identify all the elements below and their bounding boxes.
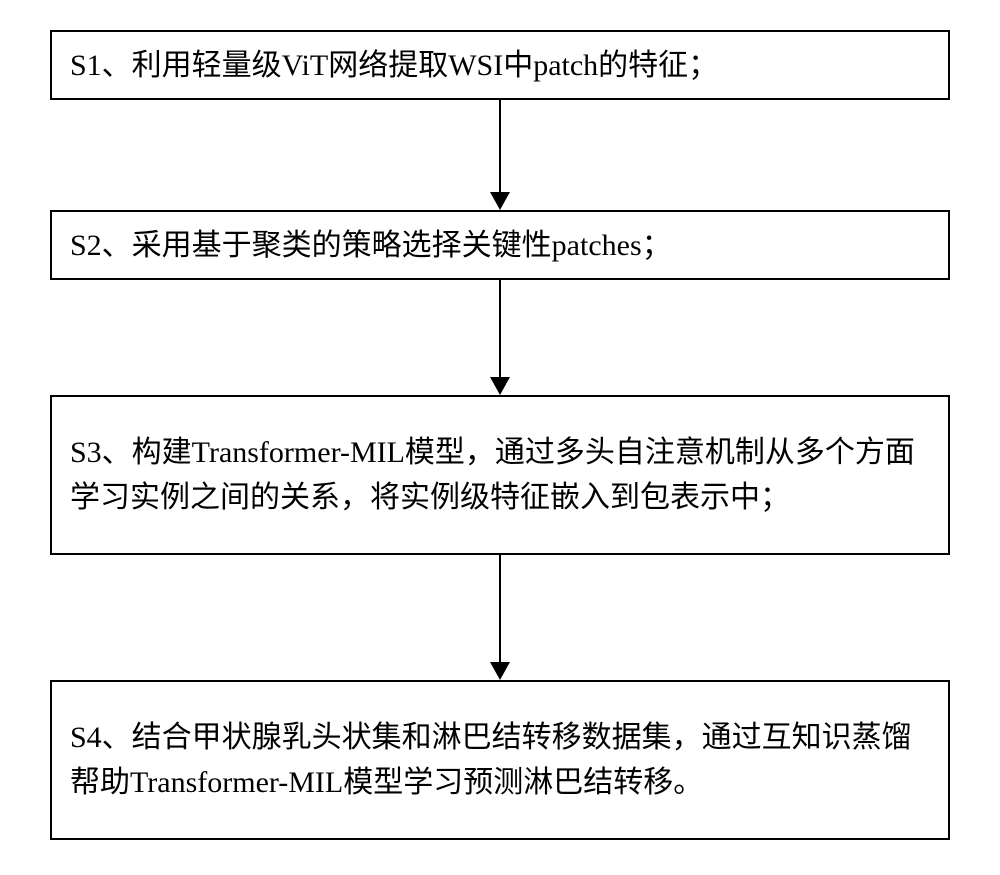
arrow-1-head-icon — [490, 192, 510, 210]
flow-node-s4: S4、结合甲状腺乳头状集和淋巴结转移数据集，通过互知识蒸馏帮助Transform… — [50, 680, 950, 840]
flow-node-s2: S2、采用基于聚类的策略选择关键性patches； — [50, 210, 950, 280]
arrow-1-line — [499, 100, 501, 192]
arrow-2-head-icon — [490, 377, 510, 395]
flow-node-s3-text: S3、构建Transformer-MIL模型，通过多头自注意机制从多个方面学习实… — [70, 430, 930, 520]
flowchart-canvas: S1、利用轻量级ViT网络提取WSI中patch的特征； S2、采用基于聚类的策… — [0, 0, 1000, 875]
arrow-3-line — [499, 555, 501, 662]
flow-node-s1-text: S1、利用轻量级ViT网络提取WSI中patch的特征； — [70, 43, 930, 88]
flow-node-s3: S3、构建Transformer-MIL模型，通过多头自注意机制从多个方面学习实… — [50, 395, 950, 555]
flow-node-s4-text: S4、结合甲状腺乳头状集和淋巴结转移数据集，通过互知识蒸馏帮助Transform… — [70, 715, 930, 805]
arrow-3-head-icon — [490, 662, 510, 680]
arrow-2-line — [499, 280, 501, 377]
flow-node-s1: S1、利用轻量级ViT网络提取WSI中patch的特征； — [50, 30, 950, 100]
flow-node-s2-text: S2、采用基于聚类的策略选择关键性patches； — [70, 223, 930, 268]
